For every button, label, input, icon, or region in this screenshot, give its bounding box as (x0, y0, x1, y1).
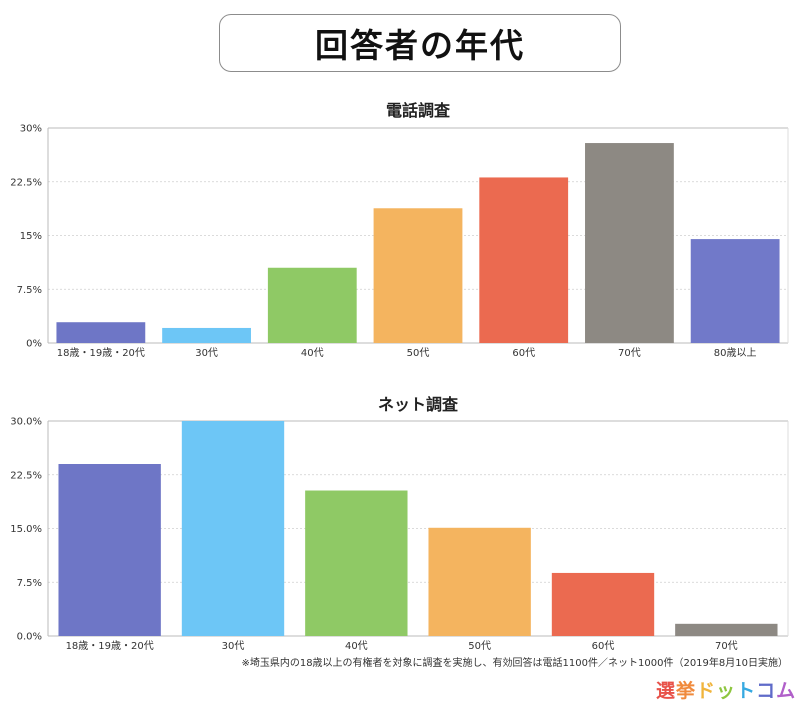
x-tick-label: 50代 (468, 640, 491, 652)
x-tick-label: 60代 (592, 640, 615, 652)
x-tick-label: 50代 (407, 347, 430, 359)
logo-letter: ム (776, 680, 797, 702)
x-tick-label: 40代 (345, 640, 368, 652)
bar (373, 208, 463, 343)
y-tick-label: 30.0% (10, 417, 42, 428)
x-tick-label: 18歳・19歳・20代 (57, 347, 145, 359)
x-tick-label: 60代 (512, 347, 535, 359)
chart-phone-survey: 電話調査 0% 7.5% 15% 22.5% 30% 18歳・19歳・20代 30代 40代 50… (10, 101, 789, 359)
logo-letter: 選 (656, 680, 677, 702)
y-tick-label: 22.5% (10, 470, 42, 481)
bar (305, 490, 408, 636)
chart-title: ネット調査 (378, 395, 458, 414)
x-tick-label: 18歳・19歳・20代 (66, 640, 154, 652)
logo-letter: ド (696, 680, 717, 702)
bar (162, 327, 251, 343)
x-tick-label: 70代 (715, 640, 738, 652)
bar (551, 572, 655, 636)
bar (690, 239, 780, 343)
x-tick-label: 70代 (618, 347, 641, 359)
chart-title: 電話調査 (386, 101, 450, 120)
y-tick-label: 7.5% (17, 285, 42, 296)
x-tick-label: 80歳以上 (714, 347, 757, 359)
bar (479, 177, 569, 343)
y-tick-label: 0.0% (17, 632, 42, 643)
bar (181, 421, 285, 636)
chart-net-survey: ネット調査 0.0% 7.5% 15.0% 22.5% 30.0% 18歳・19歳・20代 3… (10, 395, 789, 652)
logo-letter: ト (736, 680, 757, 702)
bar (428, 527, 531, 636)
y-tick-label: 22.5% (10, 177, 42, 188)
x-tick-label: 40代 (301, 347, 324, 359)
footnote: ※埼玉県内の18歳以上の有権者を対象に調査を実施し、有効回答は電話1100件／ネ… (241, 658, 788, 669)
page-title: 回答者の年代 (219, 14, 621, 72)
bar (58, 464, 161, 636)
bar (267, 267, 357, 343)
bar (585, 143, 674, 343)
logo-letter: コ (756, 680, 777, 702)
bar (56, 322, 146, 343)
x-tick-label: 30代 (195, 347, 218, 359)
logo-letter: ッ (716, 680, 737, 702)
logo-letter: 挙 (676, 680, 697, 702)
site-logo: 選挙ドットコム (656, 676, 796, 703)
y-tick-label: 0% (26, 339, 42, 350)
bar (675, 623, 778, 636)
y-tick-label: 15% (20, 231, 42, 242)
y-tick-label: 15.0% (10, 524, 42, 535)
y-tick-label: 30% (20, 124, 42, 135)
x-tick-label: 30代 (222, 640, 245, 652)
y-tick-label: 7.5% (17, 578, 42, 589)
